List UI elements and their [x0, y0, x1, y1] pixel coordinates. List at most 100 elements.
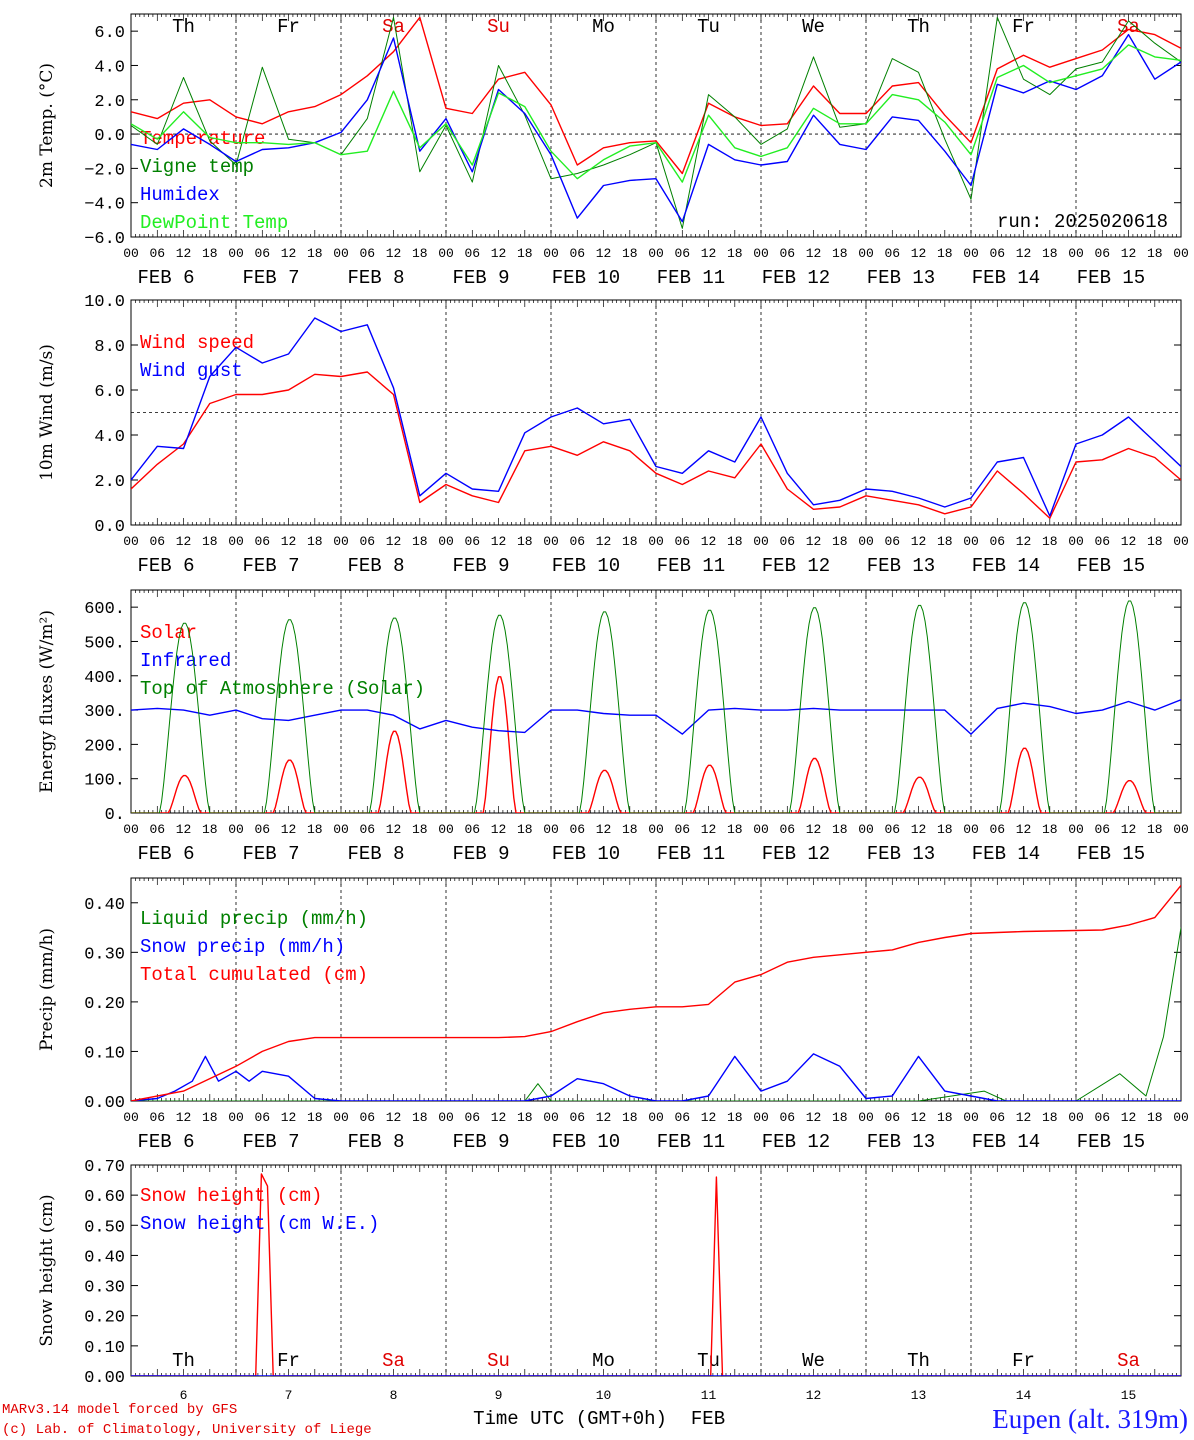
- x-hour-label: 12: [491, 246, 507, 261]
- weekday-label: Sa: [382, 16, 405, 38]
- x-date-label: FEB 13: [867, 843, 935, 865]
- panel-5: 0.70 0.60 0.50 0.40 0.30 0.20 0.10 0.00 Snow hei…: [37, 1158, 1182, 1403]
- x-date-label: FEB 12: [762, 267, 830, 289]
- x-date-label: FEB 11: [657, 267, 725, 289]
- x-hour-label: 18: [832, 246, 848, 261]
- x-ticks: [130, 300, 1182, 525]
- x-day-number: 15: [1121, 1388, 1137, 1403]
- x-date-label: FEB 7: [242, 1131, 299, 1153]
- x-hour-label: 18: [1147, 1110, 1163, 1125]
- legend-entry: Humidex: [140, 184, 220, 206]
- y-tick-label: 8.0: [94, 338, 125, 357]
- y-axis-label: 2m Temp. (°C): [37, 63, 57, 188]
- series-line-3: [131, 33, 1181, 223]
- x-hour-label: 18: [727, 246, 743, 261]
- x-date-label: FEB 9: [452, 555, 509, 577]
- x-hour-label: 12: [806, 822, 822, 837]
- x-hour-label: 00: [753, 1110, 769, 1125]
- x-hour-label: 18: [937, 1110, 953, 1125]
- x-hour-label: 12: [701, 246, 717, 261]
- x-date-label: FEB 13: [867, 267, 935, 289]
- x-hour-label: 06: [674, 1110, 690, 1125]
- x-hour-label: 12: [1016, 1110, 1032, 1125]
- x-date-label: FEB 9: [452, 843, 509, 865]
- weekday-label: Sa: [1117, 16, 1140, 38]
- x-hour-label: 18: [1042, 1110, 1058, 1125]
- x-hour-label: 12: [386, 534, 402, 549]
- legend-entry: Infrared: [140, 650, 231, 672]
- x-day-number: 9: [495, 1388, 503, 1403]
- x-hour-label: 12: [1121, 1110, 1137, 1125]
- x-date-label: FEB 10: [552, 555, 620, 577]
- x-day-number: 12: [806, 1388, 822, 1403]
- x-hour-label: 12: [176, 822, 192, 837]
- x-hour-label: 00: [1173, 822, 1189, 837]
- x-hour-label: 12: [491, 1110, 507, 1125]
- x-hour-label: 00: [1068, 246, 1084, 261]
- series-line-3: [131, 884, 1181, 1101]
- x-date-label: FEB 7: [242, 555, 299, 577]
- x-hour-label: 12: [701, 534, 717, 549]
- x-date-label: FEB 9: [452, 1131, 509, 1153]
- x-hour-label: 06: [884, 534, 900, 549]
- x-hour-label: 06: [779, 534, 795, 549]
- x-hour-label: 06: [779, 246, 795, 261]
- x-hour-label: 00: [648, 822, 664, 837]
- legend-entry: Liquid precip (mm/h): [140, 908, 368, 930]
- x-ticks: [130, 1165, 1182, 1376]
- weekday-label: Mo: [592, 16, 615, 38]
- x-date-label: FEB 14: [972, 267, 1040, 289]
- x-hour-label: 06: [989, 534, 1005, 549]
- y-tick-label: 0.0: [94, 518, 125, 537]
- x-hour-label: 06: [884, 246, 900, 261]
- x-hour-label: 06: [149, 1110, 165, 1125]
- y-tick-label: 4.0: [94, 428, 125, 447]
- x-date-label: FEB 6: [137, 1131, 194, 1153]
- x-date-label: FEB 8: [347, 267, 404, 289]
- x-hour-label: 12: [1121, 822, 1137, 837]
- x-hour-label: 18: [517, 822, 533, 837]
- x-hour-label: 06: [569, 1110, 585, 1125]
- x-date-label: FEB 10: [552, 1131, 620, 1153]
- x-hour-label: 12: [911, 1110, 927, 1125]
- x-hour-label: 06: [884, 822, 900, 837]
- x-hour-label: 06: [989, 1110, 1005, 1125]
- x-axis-label-month: FEB: [691, 1408, 725, 1430]
- x-hour-label: 18: [1147, 822, 1163, 837]
- y-tick-label: 200.: [84, 737, 125, 756]
- x-hour-label: 00: [1068, 822, 1084, 837]
- x-hour-label: 12: [596, 534, 612, 549]
- x-hour-label: 00: [543, 534, 559, 549]
- weekday-label: We: [802, 1350, 825, 1372]
- x-hour-label: 18: [1042, 534, 1058, 549]
- x-hour-label: 12: [806, 246, 822, 261]
- x-hour-label: 00: [963, 1110, 979, 1125]
- x-hour-label: 12: [176, 246, 192, 261]
- x-date-label: FEB 8: [347, 1131, 404, 1153]
- x-date-label: FEB 14: [972, 1131, 1040, 1153]
- x-hour-label: 00: [753, 246, 769, 261]
- x-date-label: FEB 8: [347, 555, 404, 577]
- y-axis-label: Energy fluxes (W/m²): [37, 610, 57, 793]
- x-hour-label: 06: [149, 246, 165, 261]
- x-day-number: 7: [285, 1388, 293, 1403]
- x-hour-label: 00: [963, 534, 979, 549]
- series-line-3: [131, 600, 1181, 813]
- x-hour-label: 00: [543, 246, 559, 261]
- y-tick-label: 0.30: [84, 1279, 125, 1298]
- panel-2: 10.0 8.0 6.0 4.0 2.0 0.0 10m Wind (m/s) 00 06 12 1…: [37, 293, 1189, 577]
- y-tick-label: 2.0: [94, 93, 125, 112]
- x-hour-label: 12: [281, 246, 297, 261]
- x-hour-label: 06: [779, 822, 795, 837]
- x-axis-label: Time UTC (GMT+0h): [473, 1408, 667, 1430]
- x-hour-label: 18: [202, 246, 218, 261]
- x-hour-label: 00: [123, 822, 139, 837]
- weekday-label: Tu: [697, 1350, 720, 1372]
- x-hour-label: 12: [1121, 534, 1137, 549]
- y-tick-label: 0.50: [84, 1218, 125, 1237]
- x-hour-label: 18: [517, 1110, 533, 1125]
- x-hour-label: 18: [727, 534, 743, 549]
- x-hour-label: 18: [1147, 534, 1163, 549]
- legend-entry: Top of Atmosphere (Solar): [140, 678, 425, 700]
- x-hour-label: 18: [1042, 822, 1058, 837]
